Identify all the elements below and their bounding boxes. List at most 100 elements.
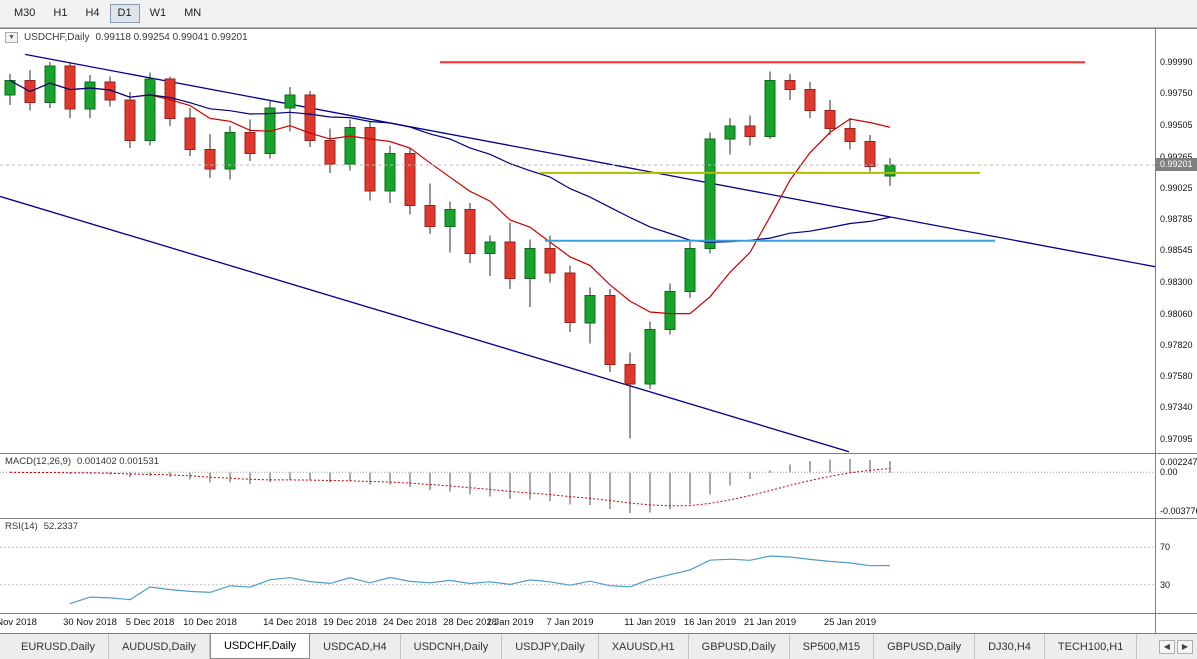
time-axis-label: 30 Nov 2018 — [63, 617, 117, 628]
time-axis-label: 14 Dec 2018 — [263, 617, 317, 628]
time-axis-label: 26 Nov 2018 — [0, 617, 37, 628]
candle-bear — [864, 141, 876, 167]
candle-bear — [564, 272, 576, 324]
time-axis-label: 28 Dec 2018 — [443, 617, 497, 628]
timeframe-button-m30[interactable]: M30 — [6, 4, 43, 23]
candle-bear — [324, 139, 336, 165]
channel-upper-trendline[interactable] — [24, 53, 1155, 268]
candle-bull — [284, 94, 296, 109]
macd-row: MACD(12,26,9) 0.001402 0.001531 0.002247… — [0, 453, 1197, 518]
time-axis-label: 25 Jan 2019 — [823, 617, 877, 628]
candle-bear — [624, 363, 636, 385]
candle-bull — [884, 164, 896, 177]
candle-bear — [184, 117, 196, 150]
price-axis-label: 0.97095 — [1160, 434, 1193, 445]
rsi-axis: 70 30 — [1155, 519, 1197, 613]
candle-bear — [844, 128, 856, 143]
price-axis-label: 0.97820 — [1160, 339, 1193, 350]
candle-bear — [104, 81, 116, 101]
macd-chart[interactable] — [0, 454, 1155, 518]
ma-fast-line — [9, 79, 891, 315]
rsi-chart[interactable] — [0, 519, 1155, 613]
time-axis-label: 19 Dec 2018 — [323, 617, 377, 628]
timeframe-button-h1[interactable]: H1 — [45, 4, 75, 23]
price-axis-label: 0.99025 — [1160, 182, 1193, 193]
candle-bull — [444, 208, 456, 227]
rsi-panel[interactable]: RSI(14) 52.2337 — [0, 519, 1155, 613]
timeframe-button-d1[interactable]: D1 — [109, 4, 140, 23]
macd-panel[interactable]: MACD(12,26,9) 0.001402 0.001531 — [0, 454, 1155, 518]
chart-tab-eurusd-daily[interactable]: EURUSD,Daily — [8, 634, 109, 659]
chart-tab-gbpusd-daily[interactable]: GBPUSD,Daily — [874, 634, 976, 659]
tab-scroll-left-icon[interactable]: ◀ — [1158, 639, 1175, 654]
tab-scroll-right-icon[interactable]: ▶ — [1176, 639, 1193, 654]
time-axis-label: 11 Jan 2019 — [624, 617, 676, 628]
price-axis-label: 0.99750 — [1160, 88, 1193, 99]
macd-signal-line — [9, 468, 891, 507]
time-axis-label: 10 Dec 2018 — [183, 617, 237, 628]
candle-bull — [704, 138, 716, 249]
chart-tab-usdchf-daily[interactable]: USDCHF,Daily — [209, 634, 311, 659]
price-axis-label: 0.97580 — [1160, 371, 1193, 382]
time-axis-label: 7 Jan 2019 — [546, 617, 594, 628]
price-axis-label: 0.98545 — [1160, 245, 1193, 256]
macd-axis-label: 0.002247 — [1160, 457, 1197, 467]
chart-window: ▼ USDCHF,Daily 0.99118 0.99254 0.99041 0… — [0, 28, 1197, 633]
chart-tab-sp500-m15[interactable]: SP500,M15 — [790, 634, 875, 659]
candle-bull — [724, 125, 736, 140]
rsi-line — [69, 555, 891, 605]
price-axis-label: 0.98785 — [1160, 214, 1193, 225]
chart-tab-usdcad-h4[interactable]: USDCAD,H4 — [310, 634, 401, 659]
one-click-trading-collapse-icon[interactable]: ▼ — [5, 32, 18, 43]
price-axis-label: 0.98300 — [1160, 277, 1193, 288]
candle-bear — [504, 241, 516, 279]
main-chart-row: ▼ USDCHF,Daily 0.99118 0.99254 0.99041 0… — [0, 28, 1197, 453]
chart-tab-tech100-h1[interactable]: TECH100,H1 — [1045, 634, 1138, 659]
candle-bull — [84, 81, 96, 110]
candle-bull — [644, 328, 656, 385]
chart-tab-dj30-h4[interactable]: DJ30,H4 — [975, 634, 1045, 659]
candle-bull — [764, 80, 776, 137]
candlestick-chart[interactable] — [0, 29, 1155, 453]
macd-axis: 0.002247 0.00 -0.003776 — [1155, 454, 1197, 518]
current-price-badge: 0.99201 — [1156, 158, 1197, 172]
rsi-axis-label: 30 — [1160, 579, 1171, 590]
chart-tab-xauusd-h1[interactable]: XAUUSD,H1 — [599, 634, 689, 659]
time-axis: 26 Nov 2018 30 Nov 2018 5 Dec 2018 10 Dec 2… — [0, 614, 1155, 633]
time-axis-row: 26 Nov 2018 30 Nov 2018 5 Dec 2018 10 Dec 2… — [0, 613, 1197, 633]
candle-bull — [344, 126, 356, 165]
candle-bull — [524, 248, 536, 279]
rsi-row: RSI(14) 52.2337 70 30 — [0, 518, 1197, 613]
candle-bear — [784, 80, 796, 91]
channel-lower-trendline[interactable] — [0, 195, 850, 453]
candle-bear — [604, 294, 616, 365]
time-axis-corner — [1155, 614, 1197, 633]
candle-bull — [224, 132, 236, 170]
candle-bear — [124, 99, 136, 141]
time-axis-label: 16 Jan 2019 — [683, 617, 737, 628]
timeframe-button-mn[interactable]: MN — [176, 4, 209, 23]
candle-bear — [364, 126, 376, 192]
macd-axis-label: 0.00 — [1160, 467, 1178, 478]
tab-scroll-controls: ◀ ▶ — [1155, 634, 1197, 659]
time-axis-label: 24 Dec 2018 — [383, 617, 437, 628]
price-axis-label: 0.99990 — [1160, 57, 1193, 68]
chart-tab-usdjpy-daily[interactable]: USDJPY,Daily — [502, 634, 599, 659]
chart-tab-bar: EURUSD,Daily AUDUSD,Daily USDCHF,Daily USDC… — [0, 633, 1197, 659]
price-axis-label: 0.98060 — [1160, 308, 1193, 319]
main-chart-panel[interactable]: ▼ USDCHF,Daily 0.99118 0.99254 0.99041 0… — [0, 29, 1155, 453]
timeframe-button-h4[interactable]: H4 — [77, 4, 107, 23]
timeframe-button-w1[interactable]: W1 — [142, 4, 175, 23]
chart-tab-audusd-daily[interactable]: AUDUSD,Daily — [109, 634, 210, 659]
candle-bull — [684, 248, 696, 292]
chart-tab-usdcnh-daily[interactable]: USDCNH,Daily — [401, 634, 503, 659]
candle-bear — [404, 152, 416, 206]
rsi-axis-label: 70 — [1160, 542, 1171, 553]
candle-bull — [144, 78, 156, 141]
candle-bull — [384, 152, 396, 192]
price-axis: 0.99990 0.99750 0.99505 0.99265 0.99025 0.987… — [1155, 29, 1197, 453]
chart-tab-gbpusd-daily[interactable]: GBPUSD,Daily — [689, 634, 790, 659]
candle-bear — [304, 94, 316, 141]
candle-bear — [744, 125, 756, 137]
